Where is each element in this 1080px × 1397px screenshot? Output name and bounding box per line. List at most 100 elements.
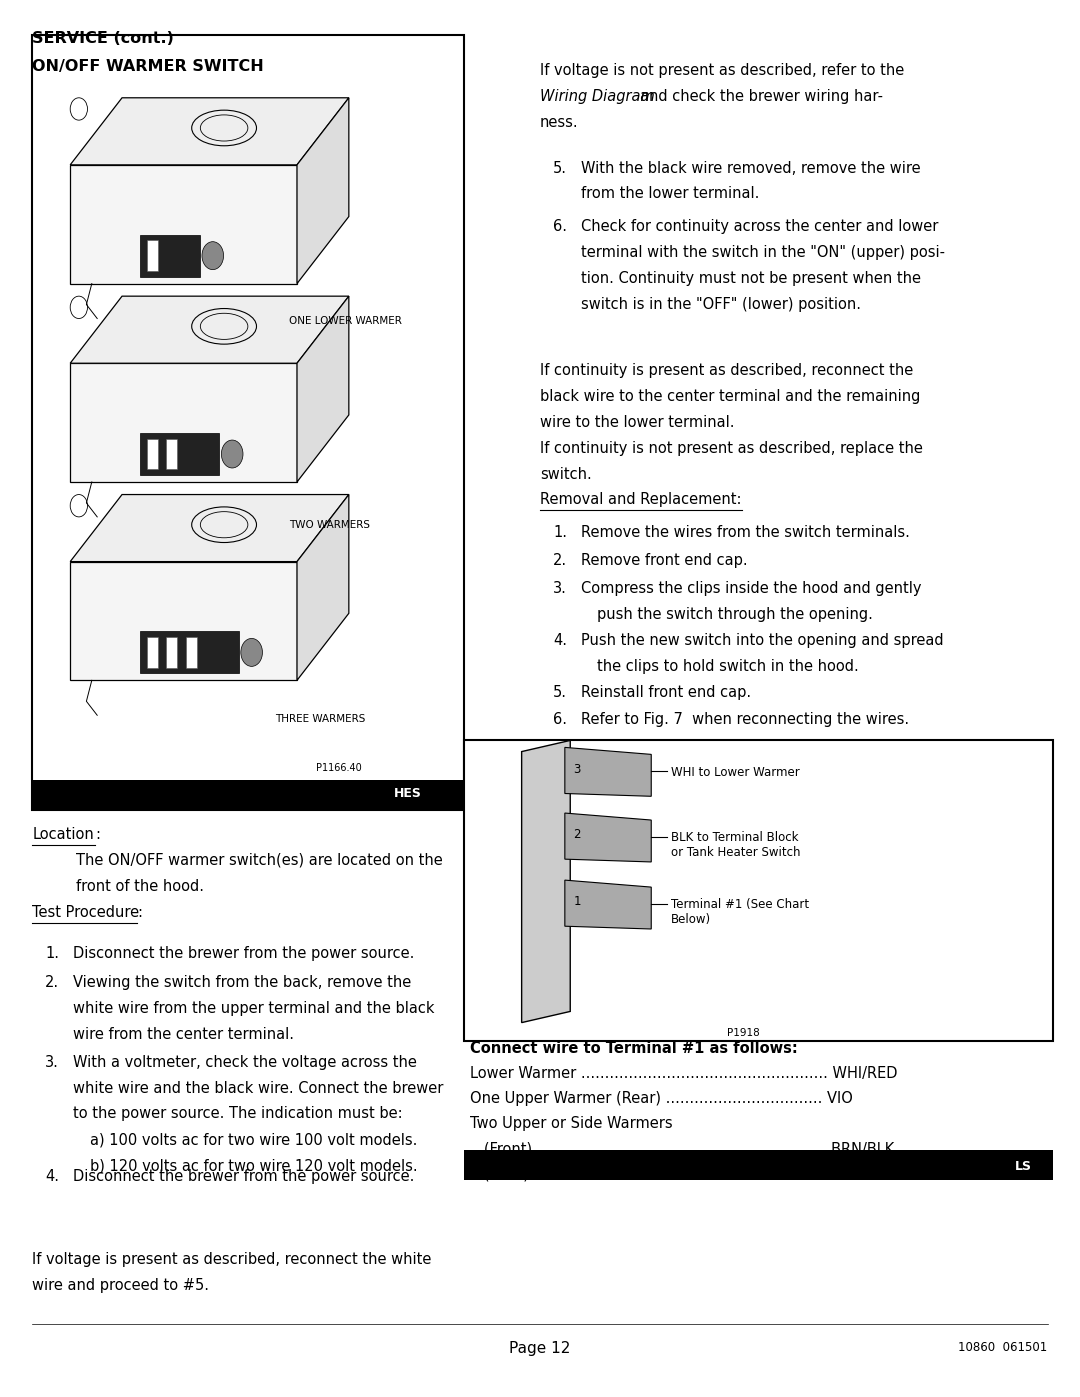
Text: white wire and the black wire. Connect the brewer: white wire and the black wire. Connect t…: [73, 1081, 444, 1095]
Bar: [464, 1150, 1053, 1180]
Text: Viewing the switch from the back, remove the: Viewing the switch from the back, remove…: [73, 975, 411, 990]
Text: P1166.40: P1166.40: [316, 763, 362, 773]
Text: Location: Location: [32, 827, 94, 842]
Text: 2.: 2.: [553, 553, 567, 569]
Polygon shape: [297, 495, 349, 680]
Text: to the power source. The indication must be:: to the power source. The indication must…: [73, 1106, 403, 1122]
Text: push the switch through the opening.: push the switch through the opening.: [597, 606, 873, 622]
Bar: [186, 637, 197, 668]
Text: Disconnect the brewer from the power source.: Disconnect the brewer from the power sou…: [73, 1169, 415, 1185]
Text: 5.: 5.: [553, 161, 567, 176]
Text: 2: 2: [573, 828, 581, 841]
Text: WHI to Lower Warmer: WHI to Lower Warmer: [671, 766, 799, 778]
Polygon shape: [297, 296, 349, 482]
Polygon shape: [565, 813, 651, 862]
Text: 6.: 6.: [553, 712, 567, 728]
Text: terminal with the switch in the "ON" (upper) posi-: terminal with the switch in the "ON" (up…: [581, 246, 945, 260]
Text: front of the hood.: front of the hood.: [76, 879, 204, 894]
Circle shape: [202, 242, 224, 270]
Text: Disconnect the brewer from the power source.: Disconnect the brewer from the power sou…: [73, 946, 415, 961]
Text: and check the brewer wiring har-: and check the brewer wiring har-: [640, 89, 883, 103]
Text: 1.: 1.: [45, 946, 59, 961]
Text: Push the new switch into the opening and spread: Push the new switch into the opening and…: [581, 633, 944, 648]
Text: from the lower terminal.: from the lower terminal.: [581, 186, 759, 201]
Polygon shape: [70, 296, 349, 363]
Polygon shape: [522, 740, 570, 1023]
Text: wire to the lower terminal.: wire to the lower terminal.: [540, 415, 734, 430]
Text: (Rear) ................................................................ VIO: (Rear) .................................…: [470, 1166, 868, 1182]
Text: Check for continuity across the center and lower: Check for continuity across the center a…: [581, 219, 939, 235]
Text: 3.: 3.: [45, 1055, 59, 1070]
Bar: [70, 363, 297, 482]
Text: SERVICE (cont.): SERVICE (cont.): [32, 31, 174, 46]
Bar: [140, 631, 239, 673]
Bar: [464, 740, 1053, 1041]
Text: 10860  061501: 10860 061501: [958, 1341, 1048, 1354]
Text: 2.: 2.: [45, 975, 59, 990]
Text: Compress the clips inside the hood and gently: Compress the clips inside the hood and g…: [581, 581, 921, 597]
Text: Terminal #1 (See Chart
Below): Terminal #1 (See Chart Below): [671, 898, 809, 926]
Text: 6.: 6.: [553, 219, 567, 235]
Bar: [140, 433, 219, 475]
Text: wire and proceed to #5.: wire and proceed to #5.: [32, 1277, 210, 1292]
Text: Two Upper or Side Warmers: Two Upper or Side Warmers: [470, 1116, 673, 1132]
Text: The ON/OFF warmer switch(es) are located on the: The ON/OFF warmer switch(es) are located…: [76, 852, 443, 868]
Text: LS: LS: [1015, 1160, 1032, 1172]
Text: With a voltmeter, check the voltage across the: With a voltmeter, check the voltage acro…: [73, 1055, 417, 1070]
Text: 1: 1: [573, 895, 581, 908]
Text: black wire to the center terminal and the remaining: black wire to the center terminal and th…: [540, 388, 920, 404]
Text: wire from the center terminal.: wire from the center terminal.: [73, 1027, 295, 1042]
Text: (Front) ............................................................. BRN/BLK: (Front) ................................…: [470, 1141, 894, 1157]
Text: :: :: [95, 827, 100, 842]
Bar: [147, 637, 158, 668]
Circle shape: [241, 638, 262, 666]
Text: Test Procedure: Test Procedure: [32, 905, 139, 921]
Bar: [147, 240, 158, 271]
Text: HES: HES: [394, 787, 422, 799]
Polygon shape: [565, 880, 651, 929]
Text: Connect wire to Terminal #1 as follows:: Connect wire to Terminal #1 as follows:: [470, 1041, 797, 1056]
Text: 1.: 1.: [553, 525, 567, 541]
Text: the clips to hold switch in the hood.: the clips to hold switch in the hood.: [597, 658, 859, 673]
Bar: [166, 439, 177, 469]
Text: If voltage is present as described, reconnect the white: If voltage is present as described, reco…: [32, 1252, 432, 1267]
Text: If continuity is not present as described, replace the: If continuity is not present as describe…: [540, 441, 923, 455]
Text: 3: 3: [573, 763, 581, 775]
Text: switch.: switch.: [540, 467, 592, 482]
Text: P1918: P1918: [727, 1028, 759, 1038]
Text: If voltage is not present as described, refer to the: If voltage is not present as described, …: [540, 63, 904, 78]
Text: Removal and Replacement:: Removal and Replacement:: [540, 492, 742, 507]
Text: ness.: ness.: [540, 115, 579, 130]
Text: Wiring Diagram: Wiring Diagram: [540, 89, 654, 103]
Text: ONE LOWER WARMER: ONE LOWER WARMER: [289, 316, 403, 326]
Text: Lower Warmer .................................................... WHI/RED: Lower Warmer ...........................…: [470, 1066, 897, 1081]
Text: Refer to Fig. 7  when reconnecting the wires.: Refer to Fig. 7 when reconnecting the wi…: [581, 712, 909, 728]
Text: a) 100 volts ac for two wire 100 volt models.: a) 100 volts ac for two wire 100 volt mo…: [90, 1132, 417, 1147]
Bar: [166, 637, 177, 668]
Text: Reinstall front end cap.: Reinstall front end cap.: [581, 685, 752, 700]
Text: Page 12: Page 12: [510, 1341, 570, 1356]
Bar: [140, 235, 200, 277]
Text: 5.: 5.: [553, 685, 567, 700]
Bar: [70, 165, 297, 284]
Text: TWO WARMERS: TWO WARMERS: [289, 520, 370, 529]
Text: white wire from the upper terminal and the black: white wire from the upper terminal and t…: [73, 1000, 435, 1016]
Bar: [32, 35, 464, 810]
Bar: [70, 562, 297, 680]
Text: :: :: [137, 905, 143, 921]
Text: Remove front end cap.: Remove front end cap.: [581, 553, 747, 569]
Text: tion. Continuity must not be present when the: tion. Continuity must not be present whe…: [581, 271, 921, 286]
Text: If continuity is present as described, reconnect the: If continuity is present as described, r…: [540, 363, 914, 379]
Text: b) 120 volts ac for two wire 120 volt models.: b) 120 volts ac for two wire 120 volt mo…: [90, 1158, 417, 1173]
Polygon shape: [297, 98, 349, 284]
Circle shape: [221, 440, 243, 468]
Text: THREE WARMERS: THREE WARMERS: [275, 714, 366, 724]
Text: BLK to Terminal Block
or Tank Heater Switch: BLK to Terminal Block or Tank Heater Swi…: [671, 831, 800, 859]
Text: switch is in the "OFF" (lower) position.: switch is in the "OFF" (lower) position.: [581, 298, 861, 312]
Polygon shape: [565, 747, 651, 796]
Polygon shape: [70, 495, 349, 562]
Text: ON/OFF WARMER SWITCH: ON/OFF WARMER SWITCH: [32, 59, 265, 74]
Polygon shape: [70, 98, 349, 165]
Text: One Upper Warmer (Rear) ................................. VIO: One Upper Warmer (Rear) ................…: [470, 1091, 853, 1106]
Text: With the black wire removed, remove the wire: With the black wire removed, remove the …: [581, 161, 920, 176]
